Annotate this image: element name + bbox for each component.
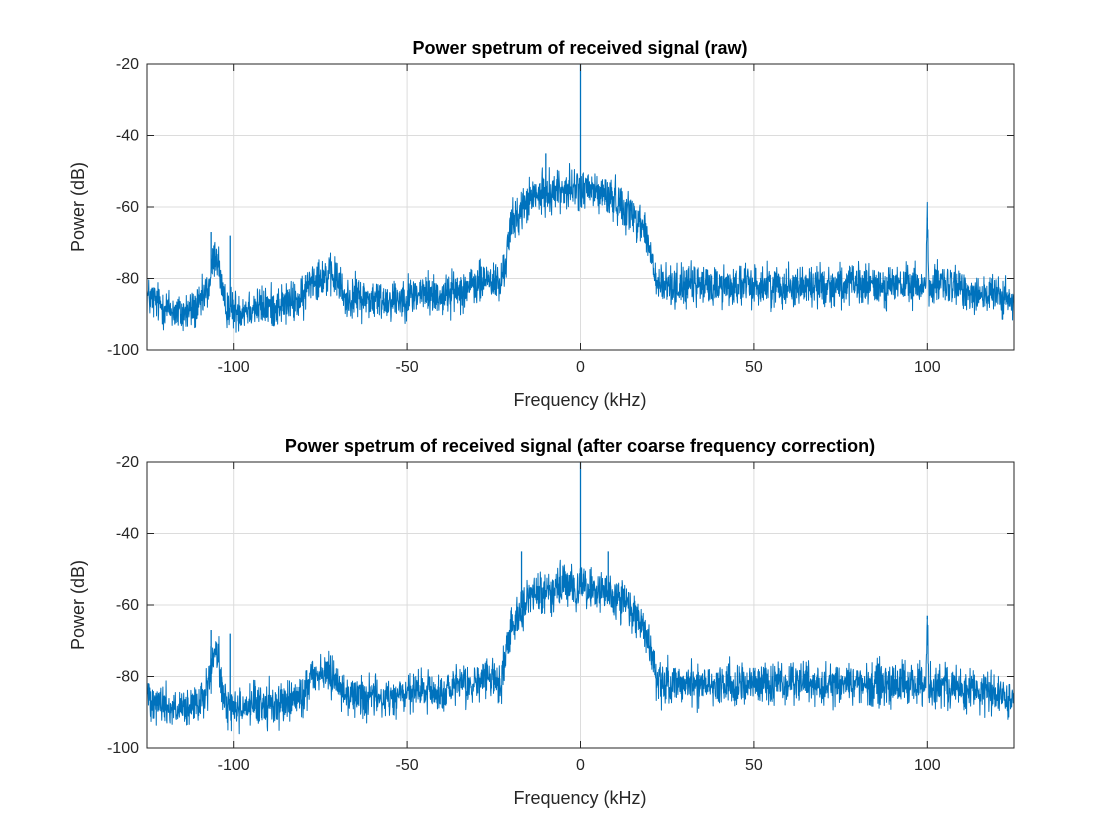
x-axis-label: Frequency (kHz) (513, 390, 646, 410)
chart-title: Power spetrum of received signal (raw) (412, 38, 747, 58)
y-axis-label: Power (dB) (68, 162, 88, 252)
y-tick-label: -80 (116, 669, 139, 686)
subplot-raw: Power spetrum of received signal (raw) F… (68, 38, 1015, 410)
y-tick-label: -60 (116, 597, 139, 614)
x-tick-label: -50 (396, 757, 419, 774)
x-tick-label: -100 (218, 359, 250, 376)
x-tick-label: 50 (745, 757, 763, 774)
y-tick-label: -100 (107, 342, 139, 359)
y-tick-label: -80 (116, 271, 139, 288)
subplot-corrected: Power spetrum of received signal (after … (68, 436, 1015, 808)
x-tick-label: 100 (914, 757, 941, 774)
x-tick-label: -50 (396, 359, 419, 376)
y-tick-label: -100 (107, 740, 139, 757)
spectrum-trace (146, 162, 1015, 333)
y-tick-label: -40 (116, 526, 139, 543)
x-tick-label: 50 (745, 359, 763, 376)
x-tick-label: 0 (576, 757, 585, 774)
y-tick-label: -40 (116, 128, 139, 145)
y-tick-label: -20 (116, 56, 139, 73)
y-tick-label: -60 (116, 199, 139, 216)
y-axis-label: Power (dB) (68, 560, 88, 650)
x-tick-label: -100 (218, 757, 250, 774)
chart-title: Power spetrum of received signal (after … (285, 436, 875, 456)
x-tick-label: 0 (576, 359, 585, 376)
x-axis-label: Frequency (kHz) (513, 788, 646, 808)
x-tick-label: 100 (914, 359, 941, 376)
y-tick-label: -20 (116, 454, 139, 471)
